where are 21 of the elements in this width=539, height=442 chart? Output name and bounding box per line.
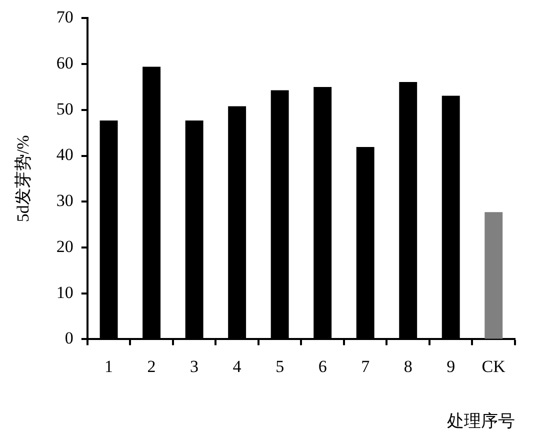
y-tick-label: 70: [56, 8, 74, 27]
x-tick-label: CK: [482, 356, 506, 376]
y-tick-label: 10: [56, 282, 74, 302]
y-tick-label: 20: [56, 236, 74, 256]
y-tick-label: 0: [64, 328, 74, 348]
x-tick-label: 7: [361, 356, 370, 376]
x-tick-label: 4: [232, 356, 242, 376]
x-axis-title: 处理序号: [447, 411, 515, 430]
y-tick-label: 60: [56, 54, 74, 73]
y-tick-label: 50: [56, 99, 74, 118]
x-tick-label: 5: [276, 356, 284, 376]
x-tick-label: 8: [404, 356, 412, 376]
x-tick-label: 9: [446, 356, 456, 376]
x-tick-label: 3: [190, 356, 199, 376]
y-axis-title: 5d发芽势/%: [14, 135, 33, 222]
x-tick-label: 1: [104, 356, 114, 376]
bar: [484, 212, 503, 339]
y-tick-label: 30: [56, 191, 74, 210]
y-tick-label: 40: [56, 145, 74, 164]
x-tick-label: 6: [318, 356, 327, 376]
x-tick-label: 2: [147, 356, 156, 376]
